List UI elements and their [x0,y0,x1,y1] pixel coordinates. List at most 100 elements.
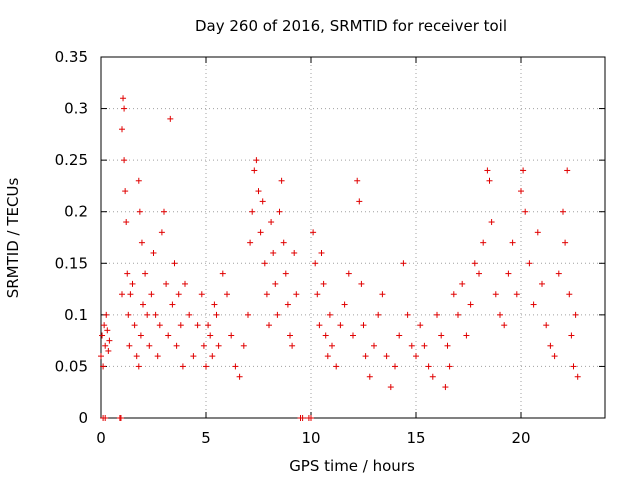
data-point [100,363,107,370]
data-point [119,126,125,133]
data-point [492,291,499,298]
y-tick-label: 0.35 [55,48,88,66]
data-point [501,322,508,329]
data-point [190,353,197,360]
data-point [152,311,159,318]
data-point [224,291,230,298]
data-point [245,311,251,318]
data-point [356,198,363,205]
axis-ticks [100,56,605,419]
data-point [444,342,451,349]
data-point [354,177,361,184]
data-point [268,219,275,226]
y-tick-label: 0.25 [55,151,88,169]
data-point [142,270,149,277]
tick-labels: 0 0.05 0.1 0.15 0.2 0.25 0.3 0.35 0 5 10 15 20 [55,48,531,447]
data-point [124,270,131,277]
data-point [560,208,566,215]
x-tick-label: 15 [406,429,425,447]
x-tick-label: 5 [201,429,211,447]
plot-frame [100,56,606,419]
data-point [173,342,180,349]
data-point [135,363,142,370]
data-point [333,363,340,370]
data-point [266,322,272,329]
data-point [425,363,432,370]
data-point [148,291,155,298]
data-point [125,311,132,318]
data-point [219,270,226,277]
data-point [318,249,325,256]
data-point [471,260,478,267]
data-point [486,177,493,184]
data-point [161,208,167,215]
data-point [135,177,142,184]
data-point [247,239,254,246]
data-point [144,311,151,318]
data-point [442,384,449,391]
data-point [198,291,205,298]
data-point [421,342,428,349]
data-point [408,342,415,349]
data-point [308,415,314,421]
data-point [175,291,182,298]
data-point [236,373,243,380]
x-axis-label: GPS time / hours [289,457,415,475]
data-point [179,363,186,370]
grid [101,57,605,418]
data-point [570,363,577,370]
data-point [326,311,333,318]
data-point [551,353,558,360]
data-point [122,188,129,195]
data-point [126,342,133,349]
data-point [138,239,145,246]
data-point [167,115,174,122]
data-point [261,260,268,267]
data-point [329,342,335,349]
data-points [98,95,581,421]
data-point [459,280,466,287]
data-point [450,291,457,298]
data-point [287,332,293,339]
y-tick-label: 0.1 [64,306,88,324]
chart-title: Day 260 of 2016, SRMTID for receiver toi… [195,17,507,35]
y-tick-label: 0 [78,409,88,427]
data-point [564,167,571,174]
data-point [337,322,344,329]
data-point [396,332,403,339]
data-point [131,322,138,329]
data-point [177,322,184,329]
data-point [522,208,529,215]
data-point [150,249,157,256]
y-axis-label: SRMTID / TECUs [4,178,22,299]
data-point [543,322,550,329]
y-tick-label: 0.3 [64,100,88,118]
data-point [574,373,581,380]
data-point [203,363,209,370]
data-point [562,239,569,246]
data-point [274,311,281,318]
data-point [463,332,470,339]
data-point [158,229,165,236]
data-point [263,291,270,298]
x-tick-label: 10 [301,429,320,447]
data-point [276,208,283,215]
data-point [169,301,176,308]
y-tick-label: 0.15 [55,254,88,272]
data-point [289,342,296,349]
data-point [387,384,394,391]
data-point [366,373,373,380]
data-point [316,322,323,329]
data-point [165,332,172,339]
data-point [270,249,277,256]
data-point [392,363,398,370]
data-point [371,342,377,349]
data-point [417,322,424,329]
data-point [194,322,201,329]
x-tick-label: 20 [511,429,530,447]
data-point [358,280,365,287]
data-point [488,219,495,226]
data-point [509,239,516,246]
data-point [476,270,482,277]
data-point [119,291,125,298]
